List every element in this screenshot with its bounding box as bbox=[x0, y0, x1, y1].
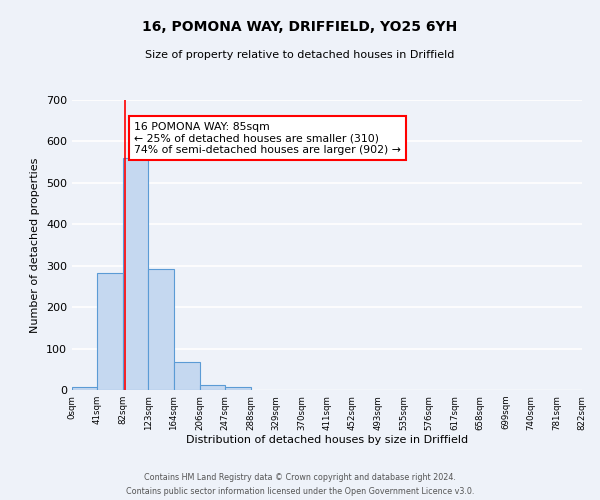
Bar bbox=[200, 384, 225, 390]
Text: Size of property relative to detached houses in Driffield: Size of property relative to detached ho… bbox=[145, 50, 455, 60]
Bar bbox=[72, 387, 97, 390]
Bar bbox=[123, 158, 148, 390]
Text: 16 POMONA WAY: 85sqm
← 25% of detached houses are smaller (310)
74% of semi-deta: 16 POMONA WAY: 85sqm ← 25% of detached h… bbox=[134, 122, 401, 154]
Bar bbox=[225, 386, 251, 390]
Bar bbox=[97, 273, 123, 390]
Text: 16, POMONA WAY, DRIFFIELD, YO25 6YH: 16, POMONA WAY, DRIFFIELD, YO25 6YH bbox=[142, 20, 458, 34]
Y-axis label: Number of detached properties: Number of detached properties bbox=[31, 158, 40, 332]
Text: Contains HM Land Registry data © Crown copyright and database right 2024.: Contains HM Land Registry data © Crown c… bbox=[144, 472, 456, 482]
Bar bbox=[174, 362, 200, 390]
X-axis label: Distribution of detached houses by size in Driffield: Distribution of detached houses by size … bbox=[186, 436, 468, 446]
Text: Contains public sector information licensed under the Open Government Licence v3: Contains public sector information licen… bbox=[126, 488, 474, 496]
Bar bbox=[148, 268, 174, 390]
